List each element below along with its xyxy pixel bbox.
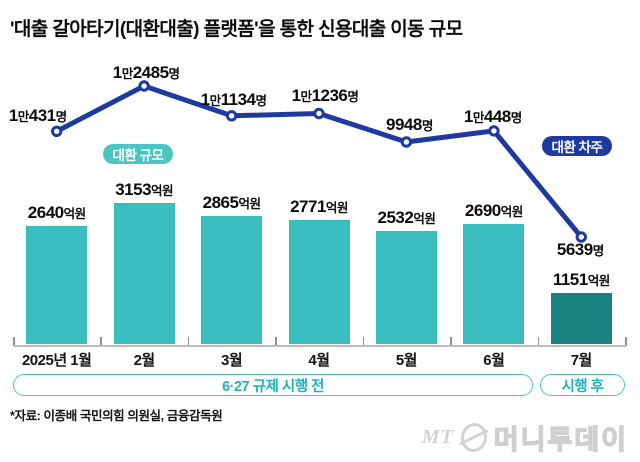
x-axis-label-month-1: 2025년 1월 [21, 352, 92, 369]
line-point-month-3 [225, 110, 238, 122]
chart-title: '대출 갈아타기(대환대출) 플랫폼'을 통한 신용대출 이동 규모 [10, 19, 463, 40]
bar-value-label-month-2: 3153억원 [115, 180, 174, 199]
x-axis-tick-5 [450, 337, 452, 345]
bar-month-3 [201, 215, 263, 344]
line-point-month-1 [51, 125, 63, 138]
x-axis-tick-4 [362, 337, 365, 345]
x-axis-tick-2 [187, 337, 190, 345]
x-axis-line [13, 344, 627, 347]
line-point-month-2 [138, 80, 150, 92]
line-value-label-month-2: 1만2485명 [112, 63, 180, 82]
x-axis-tick-0 [13, 337, 15, 345]
legend-badge-bar-series: 대환 규모 [103, 144, 173, 164]
line-value-label-month-1: 1만431명 [8, 106, 67, 126]
x-axis-label-month-6: 6월 [483, 352, 505, 369]
bar-value-label-month-4: 2771억원 [290, 197, 348, 217]
x-axis-tick-7 [625, 337, 627, 345]
x-axis-label-month-3: 3월 [220, 352, 243, 369]
bar-month-4 [288, 220, 350, 344]
bar-value-label-month-1: 2640억원 [27, 202, 86, 222]
bar-month-6 [463, 223, 525, 344]
bar-month-2 [113, 203, 175, 344]
logo-mt-text: MT [421, 426, 454, 448]
bar-value-label-month-6: 2690억원 [464, 200, 523, 220]
source-note: *자료: 이종배 국민의힘 의원실, 금융감독원 [10, 409, 223, 423]
bar-month-1 [26, 225, 88, 344]
x-axis-label-month-5: 5월 [395, 352, 418, 369]
publisher-logo: MT 머니투데이 [422, 418, 628, 457]
line-value-label-month-3: 1만1134명 [200, 89, 267, 109]
line-point-month-5 [400, 136, 413, 148]
line-value-label-month-5: 9948명 [386, 114, 433, 134]
x-axis-label-month-4: 4월 [308, 352, 330, 369]
line-value-label-month-7: 5639명 [556, 240, 604, 259]
bar-month-5 [375, 230, 437, 344]
logo-name-text: 머니투데이 [493, 424, 628, 455]
legend-badge-line-series: 대환 차주 [542, 136, 612, 156]
line-value-label-month-6: 1만448명 [463, 106, 522, 126]
x-axis-tick-3 [275, 337, 277, 345]
x-axis-tick-1 [100, 337, 102, 345]
x-axis-label-month-7: 7월 [570, 352, 593, 369]
x-axis-tick-6 [537, 337, 540, 345]
line-point-month-4 [313, 107, 325, 120]
logo-circle-icon [458, 420, 490, 455]
period-pill-after-regulation: 시행 후 [540, 374, 625, 396]
line-value-label-month-4: 1만1236명 [291, 85, 359, 105]
bar-value-label-month-3: 2865억원 [202, 192, 261, 212]
period-pill-before-regulation: 6·27 규제 시행 전 [13, 374, 533, 396]
line-point-month-6 [488, 125, 500, 137]
bar-month-7 [550, 292, 612, 344]
x-axis-label-month-2: 2월 [133, 352, 156, 369]
bar-value-label-month-5: 2532억원 [377, 207, 436, 227]
bar-value-label-month-7: 1151억원 [552, 269, 610, 289]
